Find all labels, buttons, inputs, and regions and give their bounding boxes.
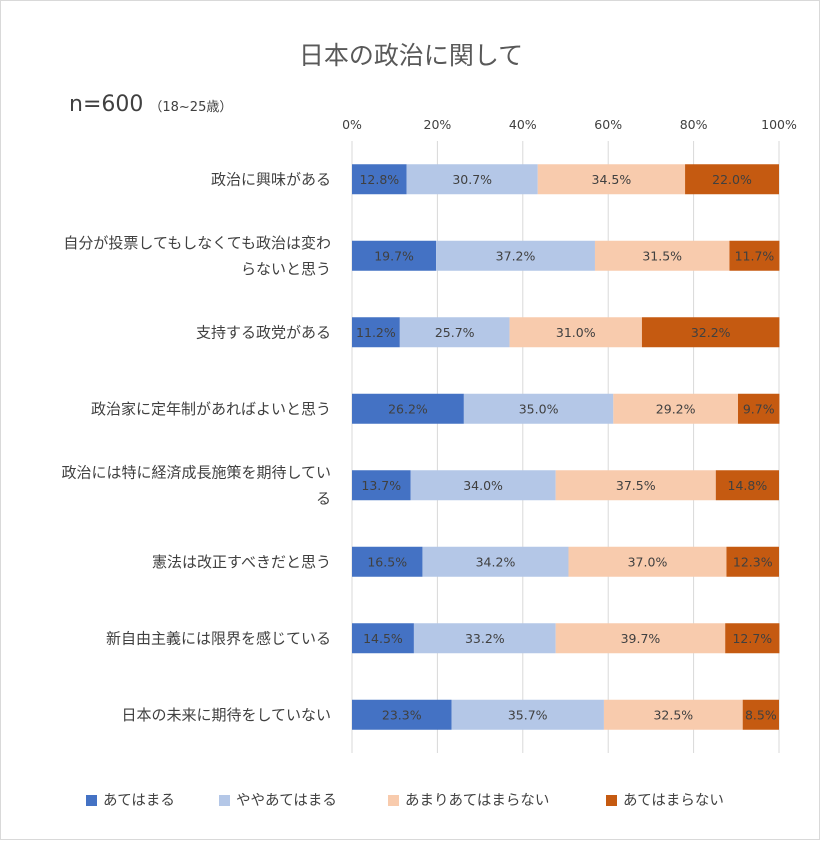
category-label: 支持する政党がある [196, 323, 331, 341]
x-axis-ticks: 0% 20% 40% 60% 80% 100% [342, 117, 797, 132]
bar-segment [352, 699, 452, 730]
data-label: 34.2% [476, 554, 516, 569]
x-tick-label: 100% [761, 117, 797, 132]
bar-segment [451, 699, 604, 730]
data-label: 25.7% [435, 325, 475, 340]
category-label: 政治家に定年制があればよいと思う [91, 400, 331, 418]
bar-segment [729, 240, 780, 271]
data-label: 26.2% [388, 401, 428, 416]
legend: あてはまる ややあてはまる あまりあてはまらない あてはまらない [86, 792, 724, 809]
age-range-note: （18~25歳） [149, 100, 232, 115]
category-labels: 政治に興味がある自分が投票してもしなくても政治は変わらないと思う支持する政党があ… [61, 170, 331, 724]
bar-segment [352, 393, 464, 424]
bar-segment [726, 546, 779, 577]
data-label: 12.7% [732, 631, 772, 646]
bar-segment [537, 164, 686, 195]
x-tick-label: 80% [680, 117, 708, 132]
data-label: 14.5% [363, 631, 403, 646]
bar-segment [555, 470, 716, 501]
bar-segment [352, 317, 400, 348]
bar-segment [352, 470, 411, 501]
category-label: 新自由主義には限界を感じている [106, 629, 331, 647]
data-label: 30.7% [452, 172, 492, 187]
data-label: 34.0% [463, 478, 503, 493]
data-label: 39.7% [621, 631, 661, 646]
legend-swatch [219, 795, 230, 806]
legend-swatch [388, 795, 399, 806]
bar-segment [685, 164, 779, 195]
data-label: 22.0% [712, 172, 752, 187]
bar-segment [509, 317, 642, 348]
data-label: 29.2% [656, 401, 696, 416]
category-label: る [316, 489, 331, 507]
data-label: 9.7% [743, 401, 775, 416]
x-tick-label: 0% [342, 117, 362, 132]
chart-title: 日本の政治に関して [299, 41, 523, 70]
bar-segment [613, 393, 739, 424]
data-label: 19.7% [374, 248, 414, 263]
data-label: 14.8% [728, 478, 768, 493]
bar-segment [436, 240, 595, 271]
data-label: 11.7% [735, 248, 775, 263]
bar-segment [399, 317, 510, 348]
category-label: らないと思う [241, 260, 331, 278]
bar-segment [738, 393, 780, 424]
data-label: 8.5% [745, 707, 777, 722]
bar-segment [463, 393, 614, 424]
bar-segment [555, 623, 726, 654]
data-label: 35.0% [519, 401, 559, 416]
bar-segment [568, 546, 727, 577]
category-label: 憲法は改正すべきだと思う [152, 553, 331, 571]
data-label: 23.3% [382, 707, 422, 722]
category-label: 自分が投票してもしなくても政治は変わ [63, 234, 331, 252]
data-label: 37.5% [616, 478, 656, 493]
bars: 12.8% 30.7% 34.5% 22.0% 19.7% 37.2% 31.5% 11.7%… [352, 164, 780, 730]
bar-segment [594, 240, 730, 271]
bar-segment [422, 546, 569, 577]
data-label: 16.5% [367, 554, 407, 569]
legend-swatch [606, 795, 617, 806]
bar-segment [352, 546, 423, 577]
bar-segment [641, 317, 780, 348]
legend-label: あてはまる [103, 792, 175, 809]
data-label: 12.3% [733, 554, 773, 569]
data-label: 31.0% [556, 325, 596, 340]
bar-segment [413, 623, 556, 654]
data-label: 32.5% [653, 707, 693, 722]
gridlines [351, 141, 780, 753]
bar-segment [406, 164, 538, 195]
data-label: 34.5% [592, 172, 632, 187]
legend-swatch [86, 795, 97, 806]
legend-label: あてはまらない [623, 792, 724, 809]
data-label: 35.7% [508, 707, 548, 722]
category-label: 日本の未来に期待をしていない [121, 706, 331, 724]
x-tick-label: 60% [594, 117, 622, 132]
x-tick-label: 20% [424, 117, 452, 132]
bar-segment [352, 240, 437, 271]
data-label: 32.2% [691, 325, 731, 340]
bar-segment [352, 164, 407, 195]
data-label: 13.7% [361, 478, 401, 493]
legend-label: ややあてはまる [236, 792, 337, 809]
x-tick-label: 40% [509, 117, 537, 132]
bar-segment [603, 699, 743, 730]
data-label: 31.5% [642, 248, 682, 263]
data-label: 12.8% [359, 172, 399, 187]
data-label: 33.2% [465, 631, 505, 646]
bar-segment [715, 470, 779, 501]
data-label: 37.0% [628, 554, 668, 569]
bar-segment [742, 699, 779, 730]
sample-size-value: n=600 [69, 92, 143, 117]
bar-segment [410, 470, 556, 501]
data-label: 37.2% [496, 248, 536, 263]
bar-segment [725, 623, 780, 654]
category-label: 政治には特に経済成長施策を期待してい [61, 463, 331, 481]
category-label: 政治に興味がある [211, 170, 331, 188]
data-label: 11.2% [356, 325, 396, 340]
bar-segment [352, 623, 414, 654]
sample-size-label: n=600 （18~25歳） [69, 92, 232, 117]
legend-label: あまりあてはまらない [405, 792, 549, 809]
